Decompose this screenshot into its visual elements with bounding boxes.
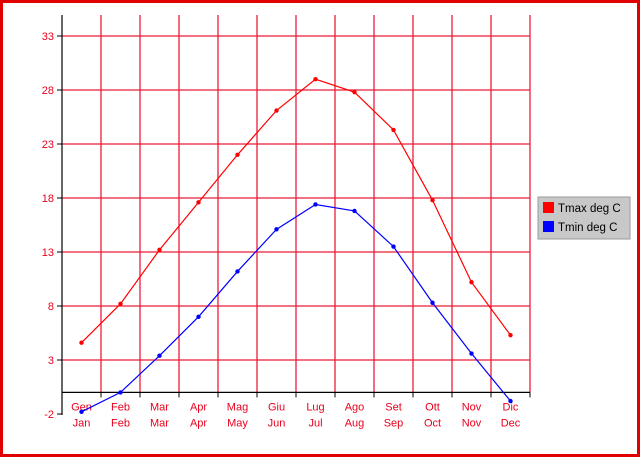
x-tick-label-italian: Ott [425,401,440,413]
x-tick-label: Nov [462,417,482,429]
y-tick-label: 33 [42,31,54,43]
x-tick-label: Oct [424,417,441,429]
x-tick-label-italian: Apr [190,401,207,413]
data-point [196,200,201,205]
series-lines [81,78,511,413]
legend-label: Tmin deg C [558,222,617,234]
data-point [235,152,240,157]
y-tick-label: -2 [44,409,54,421]
data-point [469,280,474,285]
data-point [118,301,123,307]
series-points [79,77,513,415]
x-tick-label: Jan [73,417,91,429]
x-tick-label-italian: Nov [462,401,482,413]
y-tick-label: 18 [42,193,54,205]
y-tick-label: 13 [42,247,54,259]
x-tick-label-italian: Ago [345,401,365,413]
series-line [81,203,511,413]
x-tick-label-italian: Mag [227,401,248,413]
data-point [352,208,357,214]
data-point [313,202,318,207]
axes [57,15,531,415]
data-point [313,77,318,82]
data-point [118,390,123,395]
legend-swatch [543,202,554,213]
x-tick-label: Sep [384,417,404,429]
data-point [430,197,435,203]
grid [62,15,531,393]
data-point [157,247,162,253]
data-point [79,340,84,345]
series-line [81,78,511,344]
x-tick-labels-italian: Gen Feb Mar Apr Mag Giu Lug Ago Set Ott Nov Dic [71,401,519,413]
x-tick-label-italian: Dic [503,401,519,413]
y-tick-label: 8 [48,301,54,313]
x-tick-label-italian: Mar [150,401,169,413]
y-tick-labels: -2 3 8 13 18 23 28 33 [42,31,54,421]
data-point [391,244,396,249]
x-tick-label: Aug [345,417,365,429]
data-point [235,269,240,274]
legend-label: Tmax deg C [558,203,621,215]
data-point [391,127,396,133]
data-point [196,314,201,319]
x-tick-label: Apr [190,417,207,429]
x-tick-label: Mar [150,417,169,429]
x-tick-label-italian: Lug [306,401,324,413]
x-tick-labels: Jan Feb Mar Apr May Jun Jul Aug Sep Oct Nov Dec [73,417,521,429]
data-point [352,89,357,95]
legend-swatch [543,221,554,232]
data-point [274,108,279,113]
x-tick-label: Jun [268,417,286,429]
x-tick-label: Dec [501,417,521,429]
x-tick-label-italian: Feb [111,401,130,413]
data-point [430,300,435,305]
legend: Tmax deg C Tmin deg C [537,196,631,240]
data-point [79,409,84,415]
x-tick-label-italian: Giu [268,401,285,413]
data-point [469,351,474,356]
data-point [508,332,513,338]
y-tick-label: 3 [48,355,54,367]
y-tick-label: 23 [42,139,54,151]
x-tick-label: Jul [308,417,322,429]
data-point [274,227,279,232]
data-point [508,398,513,404]
y-tick-label: 28 [42,85,54,97]
x-tick-label-italian: Gen [71,401,92,413]
data-point [157,353,162,358]
x-tick-label: Feb [111,417,130,429]
x-tick-label: May [227,417,248,429]
x-tick-label-italian: Set [385,401,402,413]
